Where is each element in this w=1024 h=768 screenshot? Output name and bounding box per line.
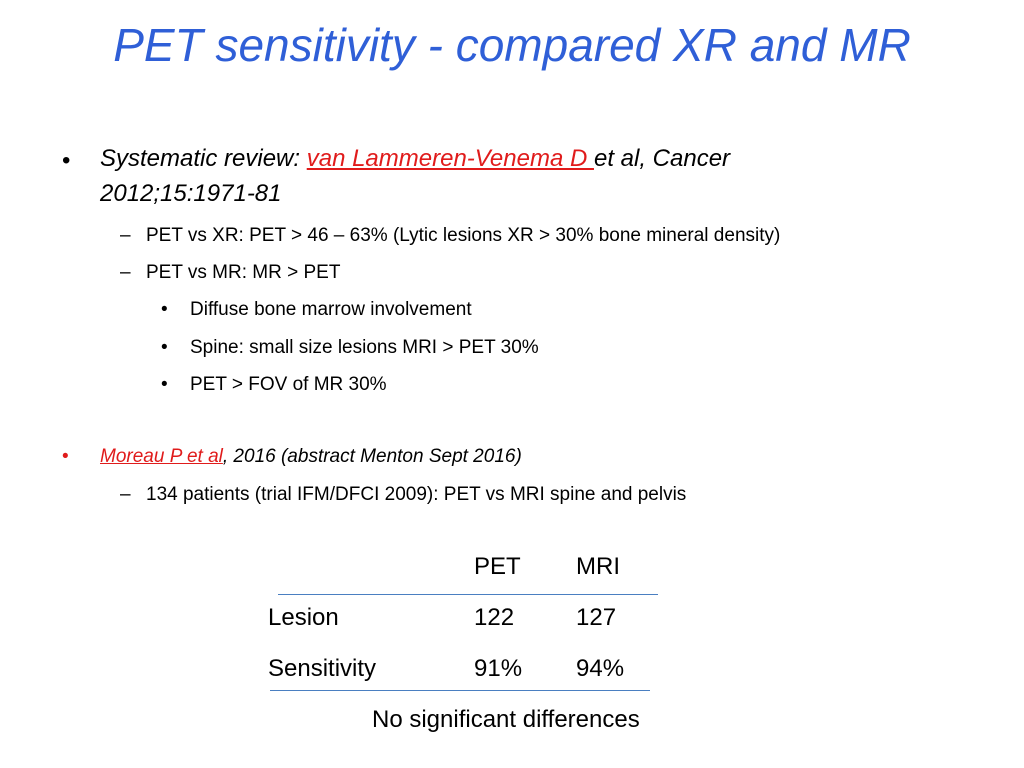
table-cell: 91% (474, 655, 523, 682)
sub-sub-bullet: PET > FOV of MR 30% (190, 374, 387, 395)
reference-link-moreau[interactable]: Moreau P et al (100, 446, 223, 467)
bullet-systematic-review: Systematic review: van Lammeren-Venema D… (100, 145, 730, 173)
table-note: No significant differences (372, 706, 640, 733)
sub-bullet-patients: 134 patients (trial IFM/DFCI 2009): PET … (146, 484, 687, 505)
slide-title: PET sensitivity - compared XR and MR (113, 19, 911, 71)
bullet-marker: • (161, 337, 168, 358)
bullet-marker: • (161, 374, 168, 395)
bullet-moreau: Moreau P et al, 2016 (abstract Menton Se… (100, 446, 522, 468)
sub-sub-bullet: Diffuse bone marrow involvement (190, 299, 472, 320)
table-header-mri: MRI (576, 553, 620, 580)
dash-marker: – (120, 225, 131, 246)
bullet-marker: • (62, 446, 69, 467)
bullet-marker: • (62, 147, 71, 174)
table-cell: 127 (576, 604, 617, 631)
table-row-label: Sensitivity (268, 655, 377, 682)
reference-link-van-lammeren[interactable]: van Lammeren-Venema D (306, 145, 594, 172)
table-row-label: Lesion (268, 604, 339, 631)
sub-bullet-pet-vs-xr: PET vs XR: PET > 46 – 63% (Lytic lesions… (146, 225, 781, 246)
bullet-suffix: et al, Cancer (593, 145, 731, 172)
dash-marker: – (120, 484, 131, 505)
bullet-citation-line2: 2012;15:1971-81 (100, 180, 282, 207)
sub-sub-bullet: Spine: small size lesions MRI > PET 30% (190, 337, 539, 358)
sub-bullet-pet-vs-mr: PET vs MR: MR > PET (146, 262, 341, 283)
table-rule-bottom (270, 690, 650, 691)
table-rule-top (278, 594, 658, 595)
table-cell: 94% (576, 655, 625, 682)
table-cell: 122 (474, 604, 515, 631)
dash-marker: – (120, 262, 131, 283)
bullet-suffix: , 2016 (abstract Menton Sept 2016) (222, 446, 522, 467)
table-header-pet: PET (474, 553, 521, 580)
bullet-prefix: Systematic review: (100, 145, 307, 172)
bullet-marker: • (161, 299, 168, 320)
